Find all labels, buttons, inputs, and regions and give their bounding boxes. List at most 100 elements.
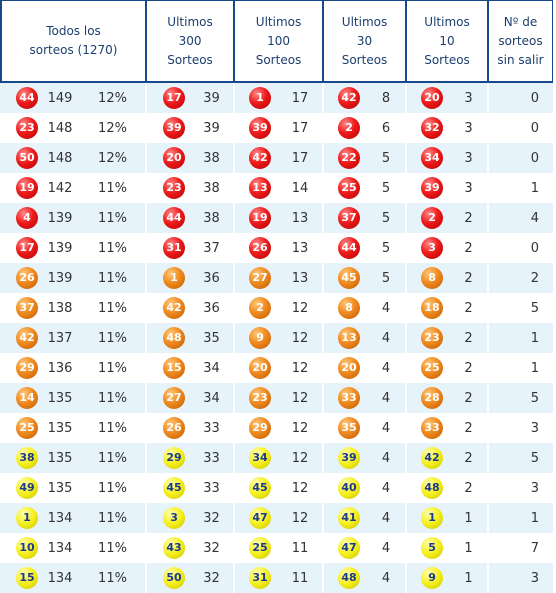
count-value: 34 [203,360,220,376]
number-ball: 20 [163,147,186,169]
count-value: 12 [291,510,309,526]
count-value: 39 [203,120,220,136]
table-row: 37 138 11% 42 36 2 12 8 4 18 2 5 [0,293,553,323]
count-value: 12 [291,450,309,466]
number-ball: 1 [163,267,186,289]
count-value: 38 [203,210,220,226]
header-last-300: Ultimos 300 Sorteos [145,0,234,83]
count-value: 5 [381,180,391,196]
count-value: 135 [47,450,73,466]
draws-without-value: 0 [530,120,540,136]
count-value: 139 [47,210,73,226]
number-ball: 38 [16,447,38,469]
draws-without-value: 0 [530,90,540,106]
number-ball: 48 [163,327,186,349]
count-value: 38 [203,180,220,196]
table-row: 49 135 11% 45 33 45 12 40 4 48 2 3 [0,473,553,503]
number-ball: 42 [338,87,361,109]
number-ball: 34 [249,447,272,469]
count-value: 39 [203,90,220,106]
number-ball: 20 [249,357,272,379]
table-row: 1 134 11% 3 32 47 12 41 4 1 1 1 [0,503,554,533]
number-ball: 42 [163,297,186,319]
percent-value: 11% [98,270,127,286]
number-ball: 37 [16,297,38,319]
header-all-draws: Todos los sorteos (1270) [0,0,146,83]
table-row: 38 135 11% 29 33 34 12 39 4 42 2 5 [0,443,554,473]
count-value: 34 [203,390,220,406]
number-ball: 13 [249,177,272,199]
number-ball: 9 [249,327,272,349]
number-ball: 37 [338,207,361,229]
count-value: 2 [464,480,473,496]
count-value: 142 [47,180,73,196]
count-value: 11 [291,570,309,586]
number-ball: 3 [421,237,444,259]
number-ball: 44 [163,207,186,229]
count-value: 149 [47,90,73,106]
number-ball: 33 [338,387,361,409]
percent-value: 11% [98,390,127,406]
number-ball: 17 [16,237,38,259]
count-value: 36 [203,300,220,316]
number-ball: 25 [249,537,272,559]
count-value: 2 [464,330,473,346]
number-ball: 39 [421,177,444,199]
count-value: 5 [381,210,391,226]
count-value: 2 [464,390,473,406]
count-value: 12 [291,300,309,316]
draws-without-value: 1 [530,330,540,346]
count-value: 134 [47,510,73,526]
number-ball: 19 [249,207,272,229]
number-ball: 26 [249,237,272,259]
number-ball: 34 [421,147,444,169]
number-ball: 47 [338,537,361,559]
percent-value: 11% [98,450,127,466]
number-ball: 48 [338,567,361,589]
percent-value: 11% [98,330,127,346]
draws-without-value: 3 [530,420,540,436]
count-value: 137 [47,330,73,346]
draws-without-value: 5 [530,390,540,406]
count-value: 35 [203,330,220,346]
count-value: 4 [381,480,391,496]
draws-without-value: 5 [530,450,540,466]
number-ball: 23 [421,327,444,349]
table-row: 44 149 12% 17 39 1 17 42 8 20 3 0 [0,83,554,113]
number-ball: 26 [16,267,38,289]
table-row: 4 139 11% 44 38 19 13 37 5 2 2 4 [0,203,554,233]
header-last-100: Ultimos 100 Sorteos [233,0,323,83]
draws-without-value: 2 [530,270,540,286]
number-ball: 44 [16,87,38,109]
number-ball: 27 [163,387,186,409]
draws-without-value: 3 [530,480,540,496]
number-ball: 5 [421,537,444,559]
number-ball: 29 [163,447,186,469]
count-value: 5 [381,270,391,286]
number-ball: 31 [163,237,186,259]
header-row: Todos los sorteos (1270) Ultimos 300 Sor… [0,0,554,83]
count-value: 148 [47,150,73,166]
count-value: 3 [464,120,473,136]
count-value: 12 [291,390,309,406]
table-row: 23 148 12% 39 39 39 17 2 6 32 3 0 [0,113,553,143]
count-value: 135 [47,390,73,406]
table-row: 42 137 11% 48 35 9 12 13 4 23 2 1 [0,323,554,353]
count-value: 4 [381,420,391,436]
count-value: 11 [291,540,309,556]
number-ball: 42 [16,327,38,349]
number-ball: 19 [16,177,38,199]
number-ball: 45 [338,267,361,289]
number-ball: 1 [249,87,272,109]
count-value: 32 [203,540,220,556]
number-ball: 26 [163,417,186,439]
count-value: 33 [203,420,220,436]
count-value: 2 [464,450,473,466]
table-row: 19 142 11% 23 38 13 14 25 5 39 3 1 [0,173,553,203]
count-value: 136 [47,360,73,376]
percent-value: 12% [98,90,127,106]
draws-without-value: 1 [530,360,540,376]
percent-value: 12% [98,150,127,166]
draws-without-value: 1 [530,510,540,526]
count-value: 139 [47,240,73,256]
